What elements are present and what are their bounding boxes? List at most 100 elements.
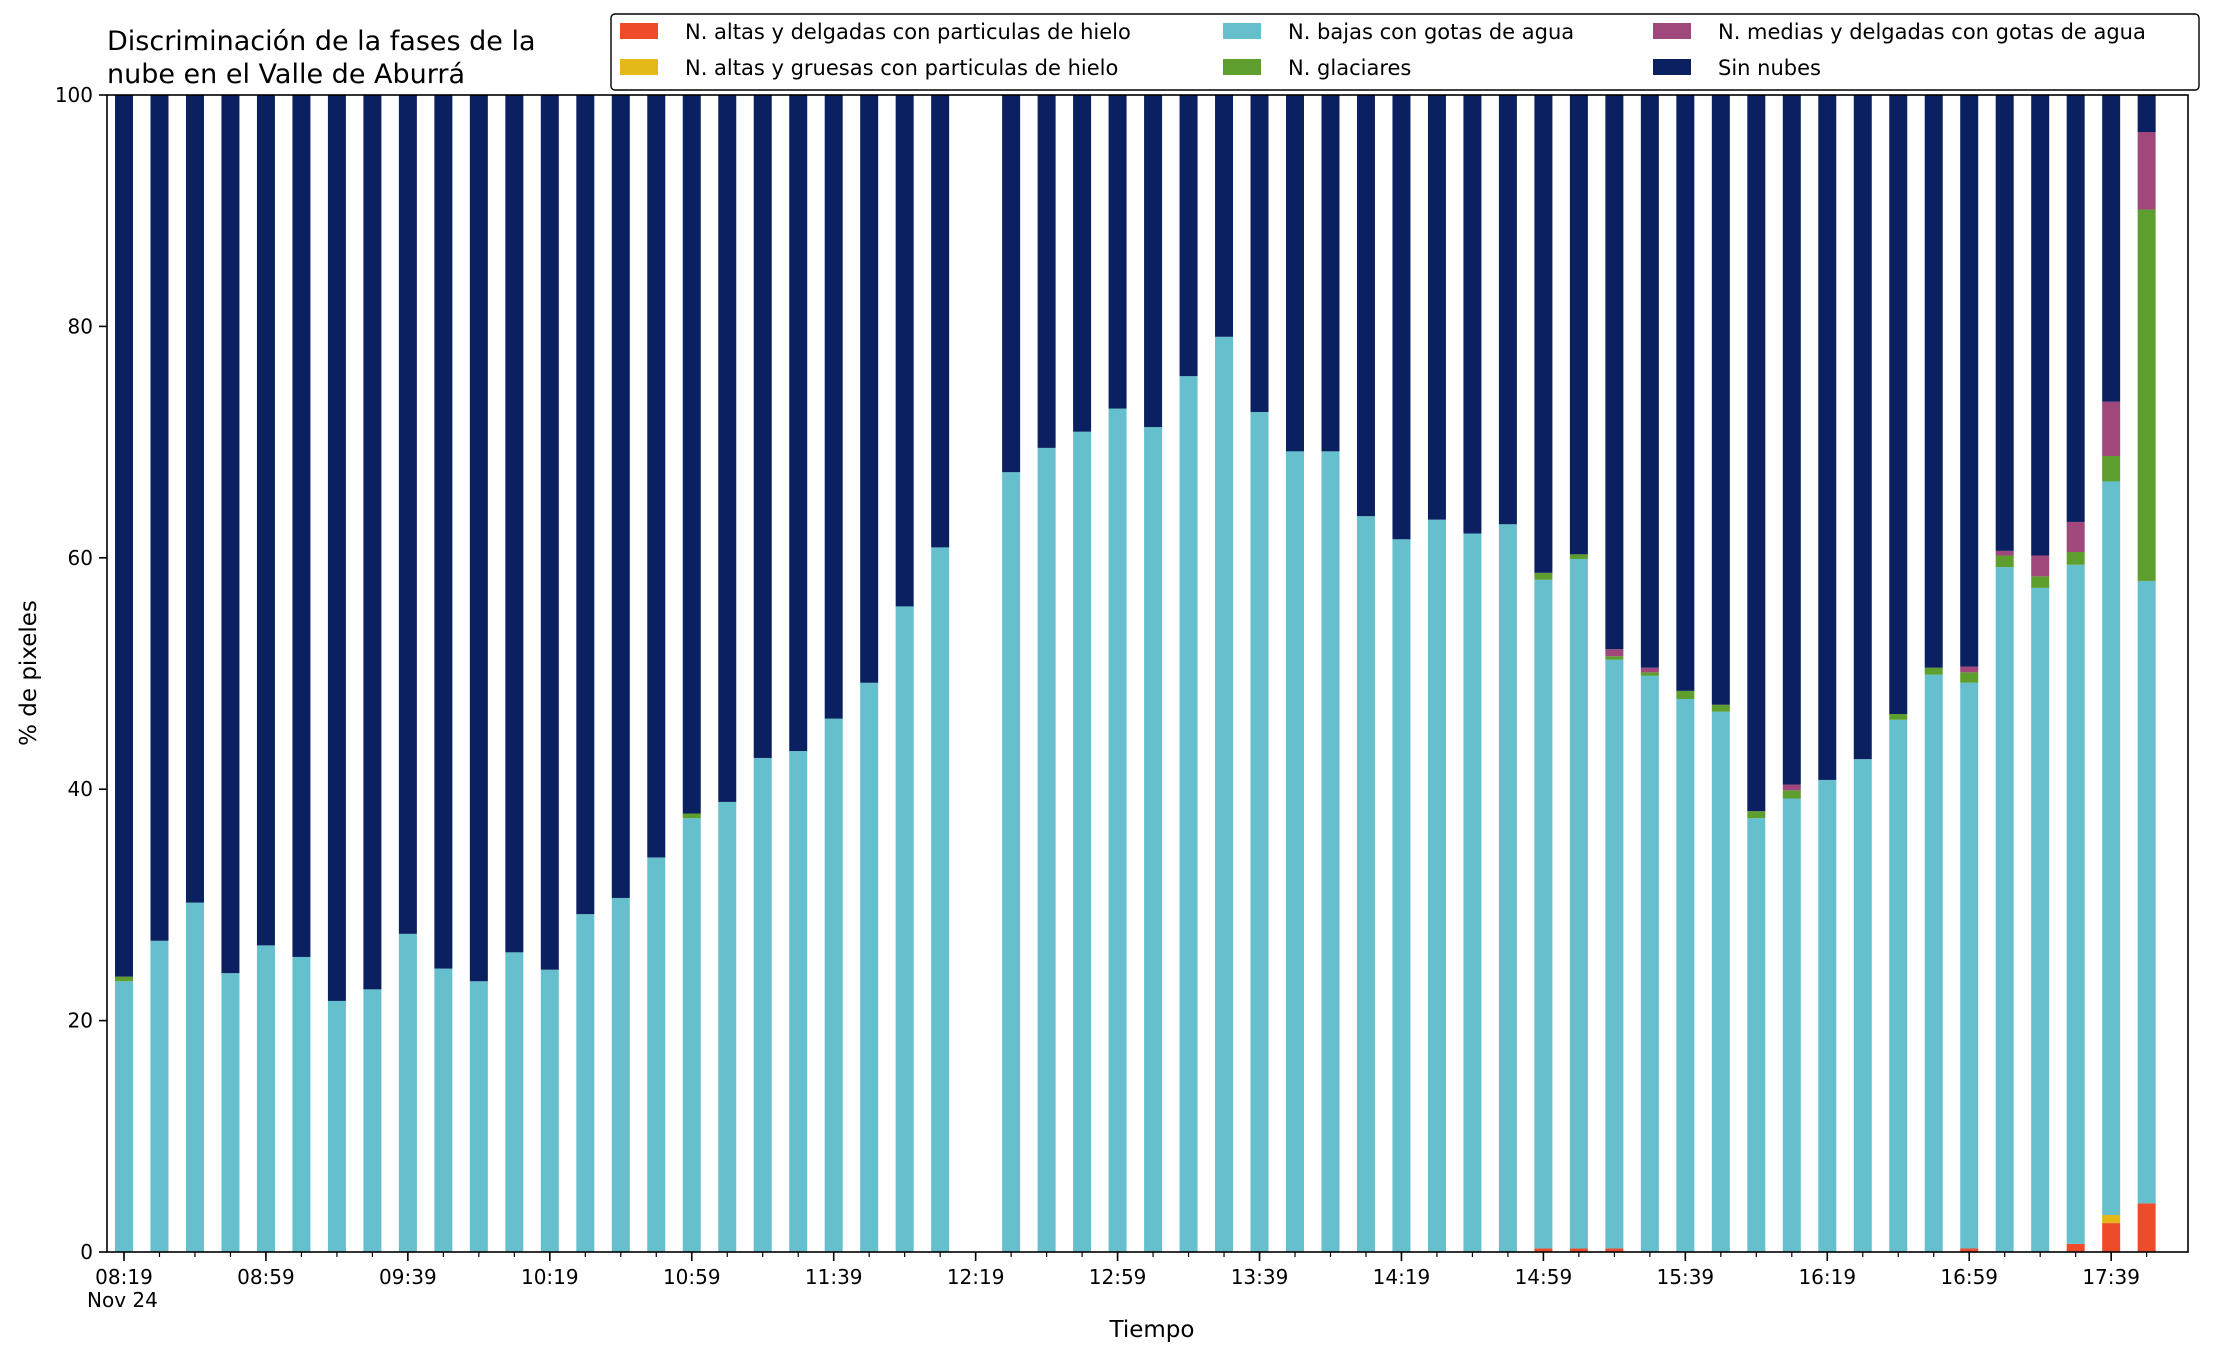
bar-segment-s5-38: [1463, 95, 1482, 534]
bar-segment-s3-52: [1960, 672, 1979, 683]
bar-segment-s4-55: [2066, 521, 2085, 553]
bar-segment-s2-53: [1995, 567, 2014, 1252]
bar-segment-s2-41: [1569, 558, 1588, 1249]
bar-segment-s2-12: [540, 969, 559, 1252]
bar-segment-s5-28: [1108, 95, 1127, 409]
bar-segment-s5-3: [221, 95, 240, 974]
bar-segment-s5-53: [1995, 95, 2014, 551]
bar-segment-s3-40: [1534, 572, 1553, 580]
bar-segment-s4-56: [2102, 401, 2121, 456]
x-tick-label-2: 09:39: [379, 1265, 437, 1289]
bar-segment-s2-45: [1711, 711, 1730, 1252]
bar-segment-s3-57: [2137, 209, 2156, 581]
legend-label-5: Sin nubes: [1718, 56, 1821, 80]
bar-segment-s3-16: [682, 813, 701, 819]
bar-segment-s5-57: [2137, 95, 2156, 133]
bar-segment-s4-43: [1640, 667, 1659, 673]
bar-segment-s5-9: [434, 95, 453, 969]
y-tick-label-4: 80: [68, 314, 93, 338]
bar-segment-s0-52: [1960, 1248, 1979, 1252]
y-tick-label-5: 100: [55, 83, 93, 107]
legend-swatch-0: [620, 23, 658, 39]
x-tick-label-3: 10:19: [521, 1265, 579, 1289]
legend-swatch-3: [1223, 59, 1261, 75]
y-tick-label-3: 60: [68, 546, 93, 570]
bar-segment-s5-18: [753, 95, 772, 758]
bar-segment-s2-35: [1356, 516, 1375, 1252]
x-tick-label-13: 16:59: [1940, 1265, 1998, 1289]
bar-segment-s5-5: [292, 95, 311, 957]
bar-segment-s2-10: [469, 981, 488, 1252]
bar-segment-s2-14: [611, 897, 630, 1252]
bar-segment-s3-0: [115, 976, 133, 982]
legend-swatch-4: [1653, 23, 1691, 39]
bar-segment-s5-2: [185, 95, 204, 903]
x-tick-label-4: 10:59: [663, 1265, 721, 1289]
x-tick-label-12: 16:19: [1798, 1265, 1856, 1289]
bar-segment-s5-0: [115, 95, 133, 977]
bar-segment-s5-52: [1960, 95, 1979, 667]
bar-segment-s5-26: [1037, 95, 1056, 448]
bar-segment-s5-4: [256, 95, 275, 946]
bar-segment-s5-35: [1356, 95, 1375, 517]
bar-segment-s5-44: [1676, 95, 1695, 691]
y-tick-label-0: 0: [80, 1240, 93, 1264]
bar-segment-s5-29: [1144, 95, 1163, 428]
legend-label-0: N. altas y delgadas con particulas de hi…: [685, 20, 1131, 44]
legend-swatch-2: [1223, 23, 1261, 39]
bar-segment-s3-50: [1889, 714, 1908, 720]
bar-segment-s5-16: [682, 95, 701, 814]
bar-segment-s5-31: [1215, 95, 1234, 337]
bar-segment-s2-38: [1463, 533, 1482, 1252]
bar-segment-s5-34: [1321, 95, 1340, 452]
bar-segment-s2-39: [1498, 524, 1517, 1252]
bar-segment-s2-4: [256, 945, 275, 1252]
bar-segment-s3-43: [1640, 672, 1659, 676]
bar-segment-s2-22: [895, 606, 914, 1252]
bar-segment-s5-55: [2066, 95, 2085, 522]
bar-segment-s3-45: [1711, 704, 1730, 712]
x-tick-label-14: 17:39: [2082, 1265, 2140, 1289]
bar-segment-s2-5: [292, 956, 311, 1252]
bar-segment-s3-47: [1782, 790, 1801, 799]
bar-segment-s4-54: [2031, 555, 2050, 577]
x-tick-label-9: 14:19: [1373, 1265, 1431, 1289]
bar-segment-s2-56: [2102, 481, 2121, 1215]
bar-segment-s3-51: [1924, 667, 1943, 675]
bar-segment-s2-30: [1179, 376, 1198, 1252]
bar-segment-s2-44: [1676, 698, 1695, 1252]
bar-segment-s2-7: [363, 989, 382, 1252]
bar-segment-s5-12: [540, 95, 559, 970]
x-tick-label-7: 12:59: [1089, 1265, 1147, 1289]
bar-segment-s2-32: [1250, 412, 1269, 1252]
bar-segment-s5-41: [1569, 95, 1588, 555]
bar-segment-s5-23: [931, 95, 950, 548]
bar-segment-s2-3: [221, 973, 240, 1252]
y-tick-label-1: 20: [68, 1009, 93, 1033]
bar-segment-s2-54: [2031, 587, 2050, 1252]
x-tick-label-6: 12:19: [947, 1265, 1005, 1289]
bar-segment-s2-49: [1853, 759, 1872, 1252]
bar-segment-s5-21: [860, 95, 879, 683]
bar-segment-s5-10: [469, 95, 488, 982]
bar-segment-s2-34: [1321, 451, 1340, 1252]
bar-segment-s5-36: [1392, 95, 1411, 540]
bar-segment-s5-49: [1853, 95, 1872, 760]
bar-segment-s2-9: [434, 968, 453, 1252]
bar-segment-s5-27: [1073, 95, 1092, 432]
y-tick-label-2: 40: [68, 777, 93, 801]
bar-segment-s2-43: [1640, 675, 1659, 1252]
bar-segment-s5-45: [1711, 95, 1730, 705]
legend-label-2: N. bajas con gotas de agua: [1288, 20, 1574, 44]
y-axis-label: % de pixeles: [16, 600, 42, 746]
bar-segment-s0-56: [2102, 1223, 2121, 1252]
bar-segment-s5-46: [1747, 95, 1766, 812]
bar-segment-s2-57: [2137, 580, 2156, 1204]
bar-segment-s5-37: [1427, 95, 1446, 520]
legend-label-3: N. glaciares: [1288, 56, 1411, 80]
x-tick-label-8: 13:39: [1231, 1265, 1289, 1289]
bar-segment-s5-39: [1498, 95, 1517, 525]
bar-segment-s2-46: [1747, 818, 1766, 1253]
